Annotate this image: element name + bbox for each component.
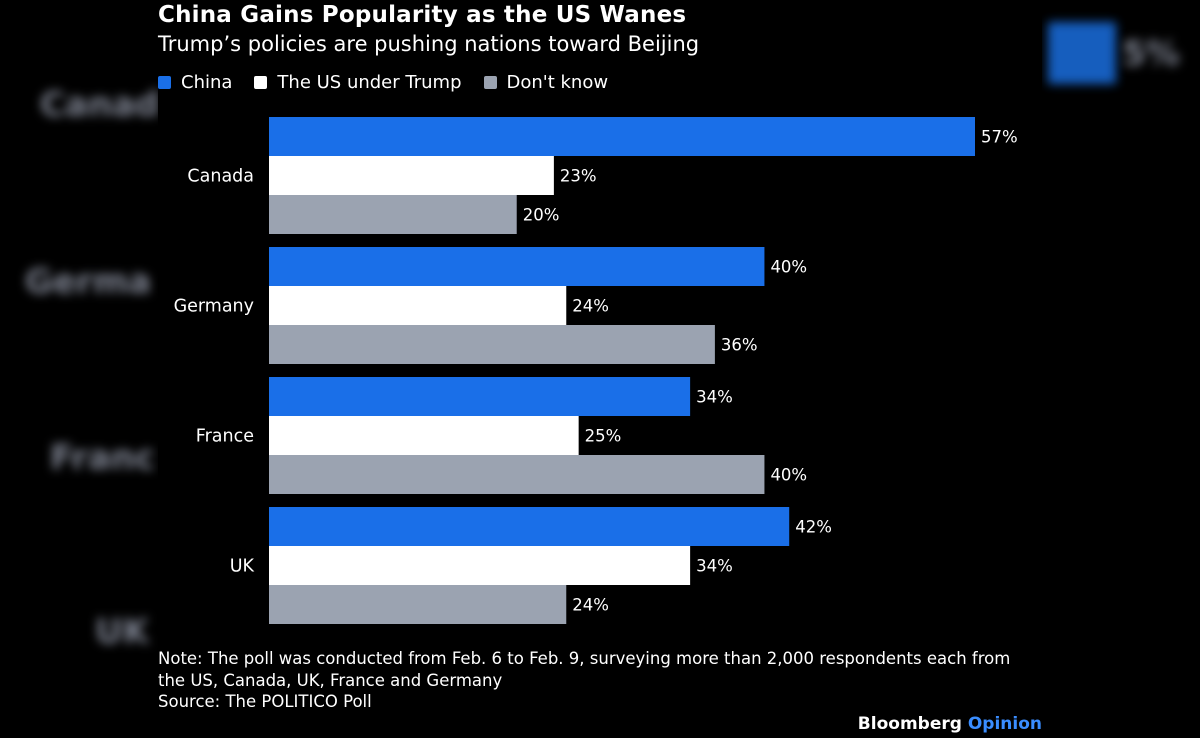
brand-main: Bloomberg — [857, 714, 962, 734]
chart-subtitle: Trump’s policies are pushing nations tow… — [158, 32, 700, 56]
legend-label-us: The US under Trump — [277, 72, 462, 93]
bar-canada-china — [269, 117, 975, 156]
legend: China The US under Trump Don't know — [158, 72, 630, 93]
data-label-germany-the-us-under-trump: 24% — [572, 297, 609, 316]
background-left — [0, 0, 158, 738]
brand-sub: Opinion — [967, 714, 1042, 734]
data-label-france-china: 34% — [696, 388, 733, 407]
data-label-germany-don-t-know: 36% — [721, 336, 758, 355]
legend-item-dont-know: Don't know — [483, 72, 609, 93]
bar-france-don-t-know — [269, 455, 765, 494]
data-label-canada-china: 57% — [981, 128, 1018, 147]
data-label-uk-china: 42% — [795, 518, 832, 537]
background-right — [1042, 0, 1200, 738]
category-label-canada: Canada — [187, 167, 254, 187]
legend-swatch-china — [158, 76, 171, 89]
legend-label-dont-know: Don't know — [506, 72, 609, 93]
data-label-canada-don-t-know: 20% — [523, 206, 560, 225]
legend-swatch-dont-know — [483, 76, 497, 89]
background-blur-text: Germa — [25, 262, 152, 302]
chart-panel: China Gains Popularity as the US Wanes T… — [158, 0, 1042, 738]
chart-source: Source: The POLITICO Poll — [158, 692, 372, 711]
chart-title: China Gains Popularity as the US Wanes — [158, 2, 687, 28]
chart-note: Note: The poll was conducted from Feb. 6… — [158, 649, 1011, 690]
bar-france-china — [269, 377, 691, 416]
background-blur-text: Canad — [40, 85, 160, 125]
bar-uk-china — [269, 507, 790, 546]
category-label-france: France — [196, 427, 254, 447]
legend-item-us: The US under Trump — [254, 72, 462, 93]
bar-canada-don-t-know — [269, 195, 517, 234]
background-blur-text: UK — [95, 612, 149, 652]
data-label-uk-the-us-under-trump: 34% — [696, 557, 733, 576]
background-blur-bar — [1048, 22, 1116, 84]
background-blur-text: Franc — [50, 438, 156, 478]
legend-label-china: China — [181, 72, 233, 93]
data-label-france-don-t-know: 40% — [770, 466, 807, 485]
bar-germany-china — [269, 247, 765, 286]
data-label-canada-the-us-under-trump: 23% — [560, 167, 597, 186]
bar-chart: Canada 57% 23% 20% Germany 40% 24% 36% France 34%… — [174, 117, 1018, 624]
background-blur-text: 5% — [1122, 34, 1180, 74]
bar-germany-the-us-under-trump — [269, 286, 567, 325]
legend-swatch-us — [254, 76, 268, 89]
bar-uk-the-us-under-trump — [269, 546, 691, 585]
data-label-uk-don-t-know: 24% — [572, 596, 609, 615]
bar-uk-don-t-know — [269, 585, 567, 624]
bar-germany-don-t-know — [269, 325, 715, 364]
data-label-germany-china: 40% — [770, 258, 807, 277]
bar-france-the-us-under-trump — [269, 416, 579, 455]
legend-item-china: China — [158, 72, 232, 93]
category-label-germany: Germany — [174, 297, 254, 317]
category-label-uk: UK — [230, 557, 255, 577]
data-label-france-the-us-under-trump: 25% — [585, 427, 622, 446]
brand-logo: Bloomberg Opinion — [858, 714, 1042, 734]
bar-canada-the-us-under-trump — [269, 156, 554, 195]
